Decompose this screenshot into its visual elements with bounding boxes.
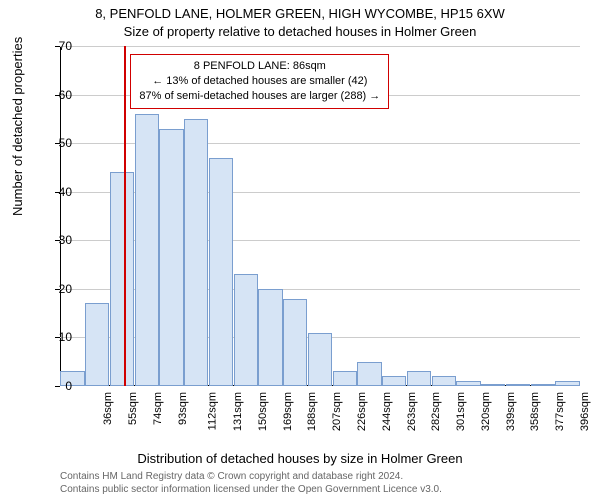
y-tick-label: 10 [32,330,72,344]
histogram-bar [481,384,505,386]
y-tick-label: 40 [32,185,72,199]
y-tick-label: 20 [32,282,72,296]
annotation-line: ← 13% of detached houses are smaller (42… [139,74,380,89]
x-axis-label: Distribution of detached houses by size … [0,451,600,466]
histogram-bar [258,289,282,386]
x-tick-label: 358sqm [529,392,541,431]
histogram-bar [234,274,258,386]
x-tick-label: 263sqm [406,392,418,431]
x-tick-label: 207sqm [331,392,343,431]
histogram-bar [506,384,530,386]
histogram-bar [333,371,357,386]
x-tick-label: 93sqm [177,392,189,425]
y-tick-label: 30 [32,233,72,247]
histogram-bar [159,129,183,386]
x-tick-label: 244sqm [381,392,393,431]
x-tick-label: 150sqm [257,392,269,431]
x-tick-label: 320sqm [480,392,492,431]
histogram-bar [209,158,233,386]
x-tick-label: 188sqm [307,392,319,431]
histogram-bar [555,381,579,386]
x-tick-label: 74sqm [152,392,164,425]
histogram-bar [531,384,555,386]
x-tick-label: 396sqm [579,392,591,431]
x-tick-label: 226sqm [356,392,368,431]
y-tick-label: 70 [32,39,72,53]
histogram-chart: 8, PENFOLD LANE, HOLMER GREEN, HIGH WYCO… [0,0,600,500]
histogram-bar [85,303,109,386]
annotation-line: 8 PENFOLD LANE: 86sqm [139,59,380,74]
histogram-bar [407,371,431,386]
x-tick-label: 301sqm [455,392,467,431]
histogram-bar [135,114,159,386]
footer-line1: Contains HM Land Registry data © Crown c… [60,470,580,483]
x-tick-label: 55sqm [127,392,139,425]
histogram-bar [357,362,381,386]
annotation-box: 8 PENFOLD LANE: 86sqm← 13% of detached h… [130,54,389,109]
y-tick-label: 60 [32,88,72,102]
footer-line2: Contains public sector information licen… [60,483,580,496]
reference-marker-line [124,46,126,386]
footer-attribution: Contains HM Land Registry data © Crown c… [60,470,580,496]
histogram-bar [283,299,307,386]
y-tick-label: 50 [32,136,72,150]
y-axis-label: Number of detached properties [10,37,25,216]
x-tick-label: 131sqm [232,392,244,431]
x-tick-label: 112sqm [207,392,219,430]
histogram-bar [184,119,208,386]
x-tick-label: 169sqm [282,392,294,431]
y-tick-label: 0 [32,379,72,393]
x-tick-label: 282sqm [430,392,442,431]
histogram-bar [456,381,480,386]
histogram-bar [382,376,406,386]
x-tick-label: 36sqm [102,392,114,425]
chart-title-line1: 8, PENFOLD LANE, HOLMER GREEN, HIGH WYCO… [0,6,600,21]
x-tick-label: 377sqm [554,392,566,431]
histogram-bar [110,172,134,386]
annotation-line: 87% of semi-detached houses are larger (… [139,89,380,104]
x-tick-label: 339sqm [505,392,517,431]
histogram-bar [432,376,456,386]
grid-line [60,46,580,47]
histogram-bar [308,333,332,386]
chart-title-line2: Size of property relative to detached ho… [0,24,600,39]
